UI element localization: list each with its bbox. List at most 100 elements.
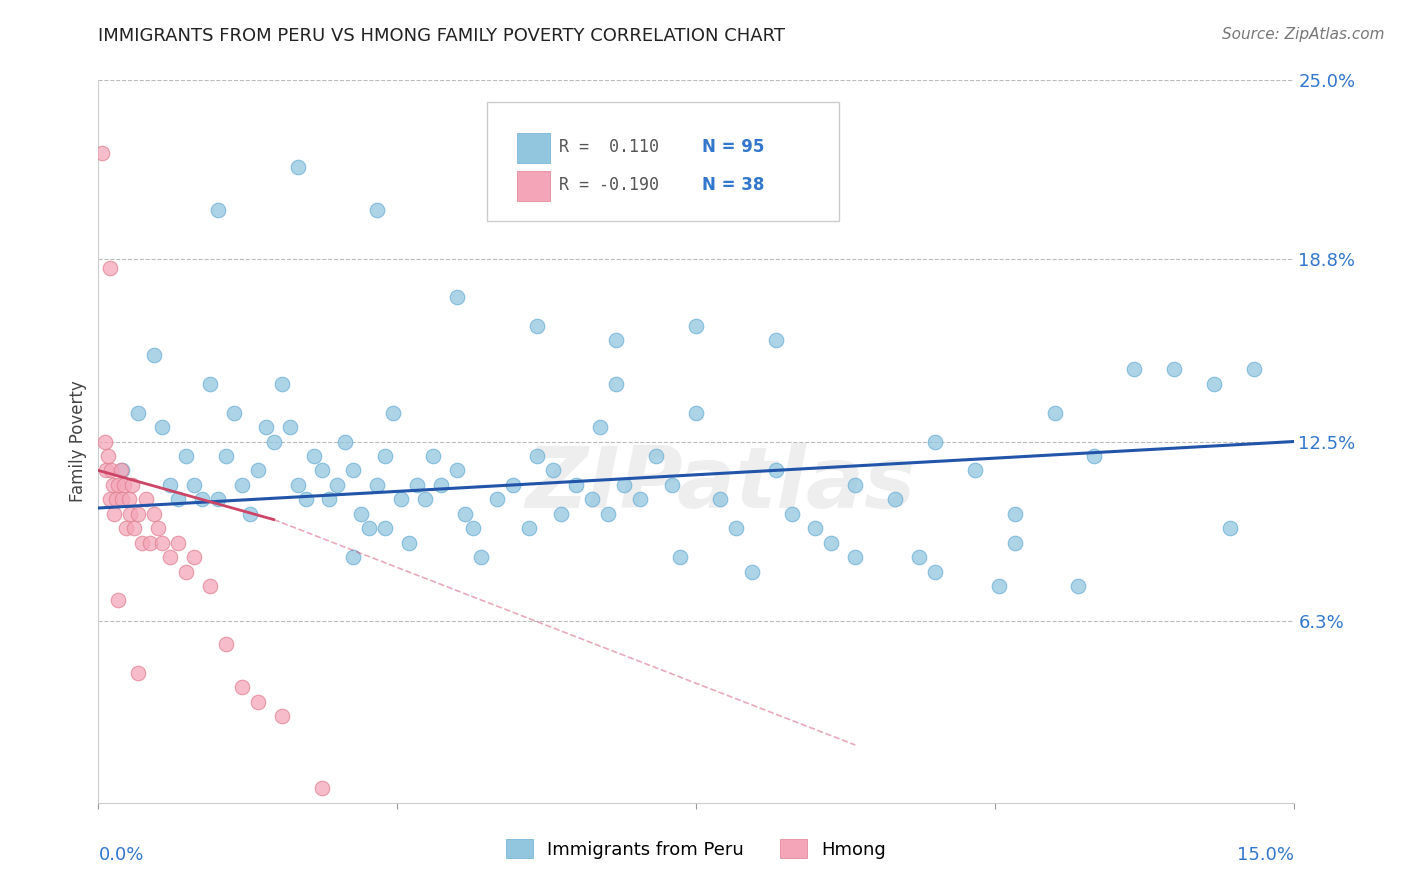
Point <box>589 420 612 434</box>
Point <box>111 463 134 477</box>
Point <box>121 478 143 492</box>
Point <box>541 463 564 477</box>
Point <box>884 492 907 507</box>
Point <box>287 478 309 492</box>
Point <box>685 318 707 333</box>
Point <box>191 492 214 507</box>
Point <box>107 478 129 492</box>
Point <box>565 478 588 492</box>
Point <box>159 478 181 492</box>
Point <box>96 463 118 477</box>
Text: IMMIGRANTS FROM PERU VS HMONG FAMILY POVERTY CORRELATION CHART: IMMIGRANTS FROM PERU VS HMONG FAMILY POV… <box>98 27 786 45</box>
Point <box>1043 406 1066 420</box>
Point <box>1219 521 1241 535</box>
Point <box>581 492 603 507</box>
Point <box>207 203 229 218</box>
Point <box>183 550 205 565</box>
Point <box>131 535 153 549</box>
Point <box>389 492 412 507</box>
Point <box>263 434 285 449</box>
Point <box>398 535 420 549</box>
Point <box>270 709 292 723</box>
Point <box>231 478 253 492</box>
Point <box>780 507 803 521</box>
Text: 15.0%: 15.0% <box>1236 847 1294 864</box>
Point <box>311 463 333 477</box>
Text: R = -0.190: R = -0.190 <box>558 176 658 194</box>
Point <box>302 449 325 463</box>
Point <box>422 449 444 463</box>
Text: 0.0%: 0.0% <box>98 847 143 864</box>
Point <box>174 565 197 579</box>
Point <box>406 478 429 492</box>
Point <box>924 434 946 449</box>
Point <box>167 492 190 507</box>
Point <box>820 535 842 549</box>
Point <box>110 463 132 477</box>
Point <box>215 449 238 463</box>
Bar <box>517 133 550 163</box>
Point <box>382 406 405 420</box>
Point <box>148 521 170 535</box>
Text: ZIPatlas: ZIPatlas <box>524 443 915 526</box>
Point <box>924 565 946 579</box>
Point <box>550 507 572 521</box>
Point <box>222 406 245 420</box>
Point <box>311 781 333 796</box>
Point <box>374 521 396 535</box>
Point <box>517 521 540 535</box>
Point <box>124 521 146 535</box>
Point <box>844 478 866 492</box>
Point <box>115 521 138 535</box>
Point <box>765 463 787 477</box>
Point <box>159 550 181 565</box>
Point <box>239 507 262 521</box>
Point <box>454 507 477 521</box>
Point <box>198 579 221 593</box>
Point <box>685 406 707 420</box>
Point <box>127 665 149 680</box>
Point <box>103 507 125 521</box>
Point <box>104 492 127 507</box>
Point <box>278 420 301 434</box>
Point <box>112 478 135 492</box>
Text: Source: ZipAtlas.com: Source: ZipAtlas.com <box>1222 27 1385 42</box>
Point <box>143 348 166 362</box>
Point <box>1004 507 1026 521</box>
Point <box>844 550 866 565</box>
Point <box>1202 376 1225 391</box>
Point <box>724 521 747 535</box>
Point <box>294 492 316 507</box>
Legend: Immigrants from Peru, Hmong: Immigrants from Peru, Hmong <box>498 832 894 866</box>
Point <box>246 695 269 709</box>
Point <box>350 507 373 521</box>
Point <box>804 521 827 535</box>
Text: N = 38: N = 38 <box>702 176 765 194</box>
Point <box>97 449 120 463</box>
Point <box>1123 362 1146 376</box>
Point <box>526 449 548 463</box>
Point <box>215 637 238 651</box>
Point <box>709 492 731 507</box>
Point <box>183 478 205 492</box>
FancyBboxPatch shape <box>486 102 839 221</box>
Point <box>1083 449 1105 463</box>
Point <box>246 463 269 477</box>
Point <box>198 376 221 391</box>
Y-axis label: Family Poverty: Family Poverty <box>69 381 87 502</box>
Point <box>461 521 484 535</box>
Point <box>342 463 364 477</box>
Point <box>150 420 173 434</box>
Point <box>413 492 436 507</box>
Point <box>366 478 388 492</box>
Point <box>318 492 340 507</box>
Point <box>963 463 986 477</box>
Point <box>98 261 122 276</box>
Point <box>605 376 627 391</box>
Point <box>605 334 627 348</box>
Point <box>613 478 636 492</box>
Point <box>139 535 162 549</box>
Point <box>111 492 134 507</box>
Point <box>94 434 117 449</box>
Point <box>598 507 620 521</box>
